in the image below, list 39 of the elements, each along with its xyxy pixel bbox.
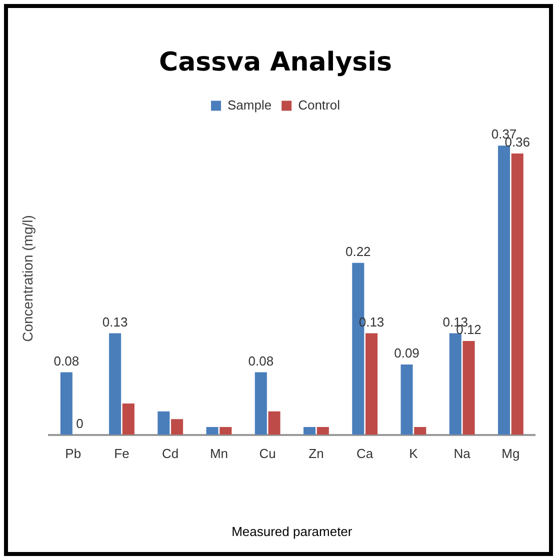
y-axis-title: Concentration (mg/l) — [19, 215, 36, 342]
bar — [400, 364, 413, 435]
chart-title: Cassva Analysis — [158, 47, 392, 78]
bar — [158, 411, 170, 435]
bar — [171, 419, 184, 435]
x-tick-label: Cd — [162, 446, 179, 462]
x-tick-label: Pb — [65, 446, 82, 462]
bar — [366, 333, 378, 435]
x-axis-title: Measured parameter — [232, 524, 353, 539]
bar — [220, 426, 232, 435]
legend-label: Control — [298, 97, 340, 112]
bar — [60, 372, 72, 435]
bar — [449, 333, 462, 435]
bar — [498, 146, 510, 435]
x-tick-label: Cu — [259, 446, 276, 462]
bar — [254, 372, 267, 435]
data-label: 0 — [76, 416, 84, 431]
data-label: 0.13 — [102, 314, 128, 330]
data-label: 0.08 — [248, 353, 274, 368]
bar — [414, 426, 426, 435]
x-tick-label: K — [409, 446, 418, 462]
bar — [511, 153, 524, 435]
bar — [316, 426, 329, 435]
x-tick-label: Mg — [502, 446, 520, 462]
bar — [462, 341, 475, 435]
bar — [109, 333, 122, 435]
x-tick-label: Na — [454, 446, 472, 462]
x-tick-label: Mn — [210, 446, 228, 462]
data-label: 0.08 — [54, 353, 80, 368]
bar — [122, 404, 134, 435]
bar — [206, 426, 218, 435]
legend-label: Sample — [228, 97, 272, 112]
x-tick-label: Zn — [308, 446, 324, 462]
data-label: 0.22 — [345, 244, 371, 259]
data-label: 0.09 — [394, 346, 420, 361]
x-tick-label: Ca — [356, 446, 374, 462]
x-tick-label: Fe — [114, 446, 130, 462]
bar — [268, 411, 280, 435]
bar — [304, 426, 316, 435]
